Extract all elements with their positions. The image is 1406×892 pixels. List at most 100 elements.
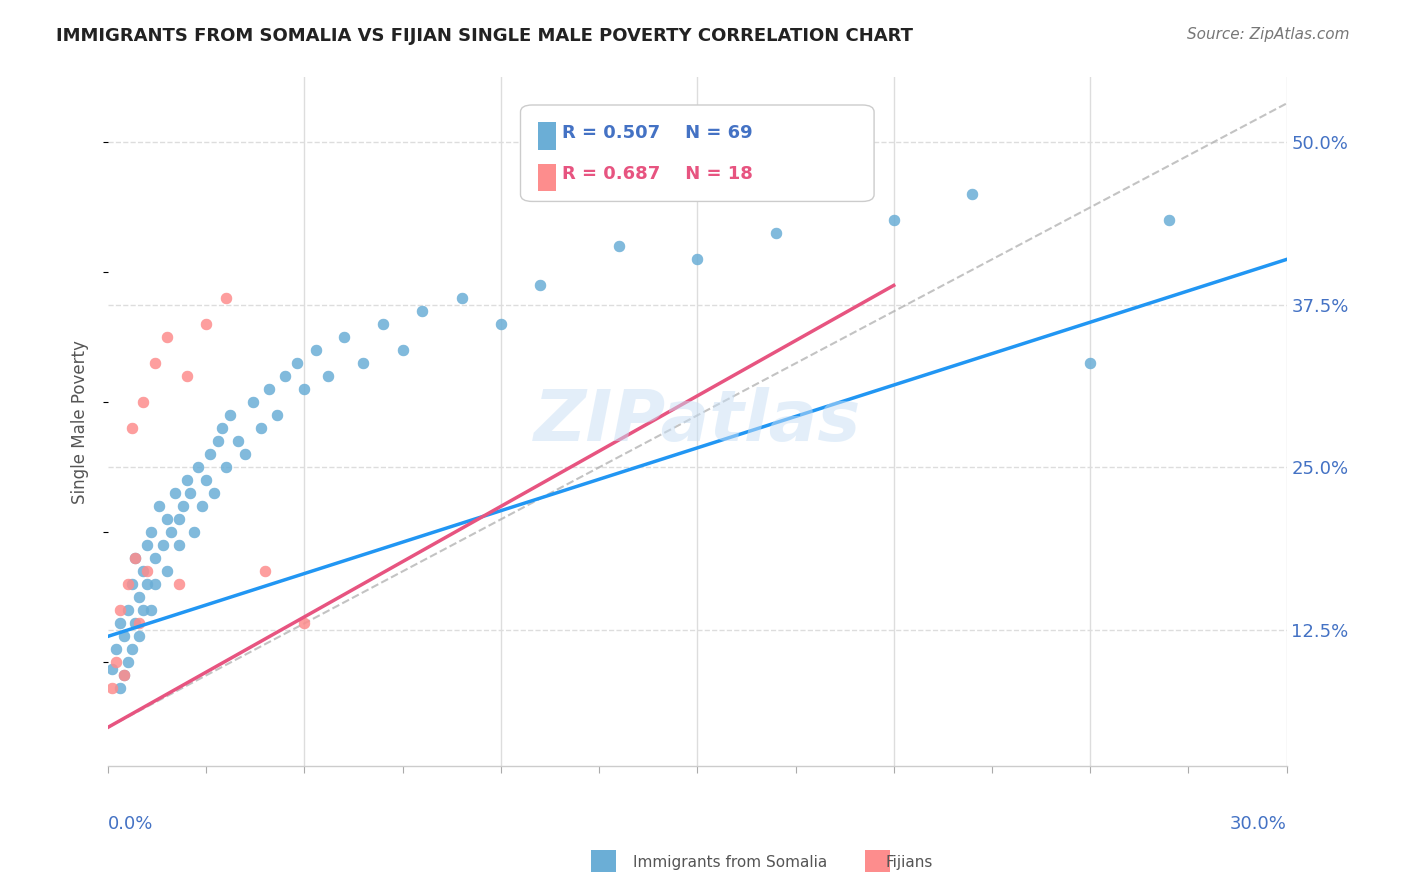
Point [101, 662, 124, 676]
Point [117, 656, 139, 670]
Point [195, 318, 218, 332]
Point [148, 500, 170, 514]
Point [411, 304, 433, 318]
Text: 30.0%: 30.0% [1230, 814, 1286, 832]
Point [226, 434, 249, 449]
Point [128, 616, 150, 631]
Point [765, 227, 787, 241]
Text: Fijians: Fijians [886, 855, 934, 870]
Point [121, 421, 143, 435]
Point [132, 603, 155, 617]
Point [104, 642, 127, 657]
Point [352, 356, 374, 370]
Text: 0.0%: 0.0% [108, 814, 153, 832]
Text: Immigrants from Somalia: Immigrants from Somalia [633, 855, 827, 870]
Point [391, 343, 413, 358]
Point [117, 603, 139, 617]
Point [257, 383, 280, 397]
Point [124, 551, 146, 566]
Point [117, 577, 139, 591]
Point [183, 525, 205, 540]
Text: R = 0.507    N = 69: R = 0.507 N = 69 [562, 124, 752, 142]
Point [136, 577, 159, 591]
Point [132, 395, 155, 409]
Point [332, 330, 354, 344]
Point [176, 474, 198, 488]
Point [294, 383, 316, 397]
Point [686, 252, 709, 267]
Point [132, 565, 155, 579]
Point [108, 603, 131, 617]
Point [179, 486, 201, 500]
Point [156, 565, 179, 579]
Point [218, 409, 240, 423]
Point [215, 460, 238, 475]
Text: Source: ZipAtlas.com: Source: ZipAtlas.com [1187, 27, 1350, 42]
Point [128, 591, 150, 605]
Point [172, 500, 194, 514]
Point [143, 577, 166, 591]
Point [112, 629, 135, 643]
Point [529, 278, 551, 293]
Point [124, 551, 146, 566]
Point [316, 369, 339, 384]
Point [124, 616, 146, 631]
Point [371, 318, 394, 332]
Point [489, 318, 512, 332]
Point [962, 187, 984, 202]
Point [143, 356, 166, 370]
Text: IMMIGRANTS FROM SOMALIA VS FIJIAN SINGLE MALE POVERTY CORRELATION CHART: IMMIGRANTS FROM SOMALIA VS FIJIAN SINGLE… [56, 27, 914, 45]
Point [112, 668, 135, 682]
Point [250, 421, 273, 435]
Point [176, 369, 198, 384]
Point [108, 681, 131, 696]
Point [163, 486, 186, 500]
Point [285, 356, 308, 370]
FancyBboxPatch shape [520, 105, 875, 202]
Point [274, 369, 297, 384]
Point [108, 616, 131, 631]
Point [294, 616, 316, 631]
Point [156, 512, 179, 526]
Point [207, 434, 229, 449]
Point [235, 447, 257, 461]
Point [128, 629, 150, 643]
Point [101, 681, 124, 696]
Point [167, 512, 190, 526]
Point [266, 409, 288, 423]
FancyBboxPatch shape [538, 163, 555, 191]
Point [141, 525, 163, 540]
Text: ZIPatlas: ZIPatlas [534, 387, 860, 457]
Point [143, 551, 166, 566]
Y-axis label: Single Male Poverty: Single Male Poverty [72, 340, 89, 504]
Point [160, 525, 183, 540]
Point [104, 656, 127, 670]
Point [136, 565, 159, 579]
Point [141, 603, 163, 617]
Point [1157, 213, 1180, 227]
Point [1078, 356, 1101, 370]
Point [167, 577, 190, 591]
Point [450, 292, 472, 306]
Point [112, 668, 135, 682]
Point [607, 239, 630, 253]
Point [195, 474, 218, 488]
FancyBboxPatch shape [538, 122, 555, 150]
Point [202, 486, 225, 500]
Point [167, 538, 190, 552]
Point [211, 421, 233, 435]
Point [191, 500, 214, 514]
Point [152, 538, 174, 552]
Point [187, 460, 209, 475]
Point [156, 330, 179, 344]
Point [215, 292, 238, 306]
Point [883, 213, 905, 227]
Point [254, 565, 277, 579]
Point [305, 343, 328, 358]
Text: R = 0.687    N = 18: R = 0.687 N = 18 [562, 165, 752, 183]
Point [136, 538, 159, 552]
Point [121, 577, 143, 591]
Point [242, 395, 264, 409]
Point [121, 642, 143, 657]
Point [198, 447, 221, 461]
